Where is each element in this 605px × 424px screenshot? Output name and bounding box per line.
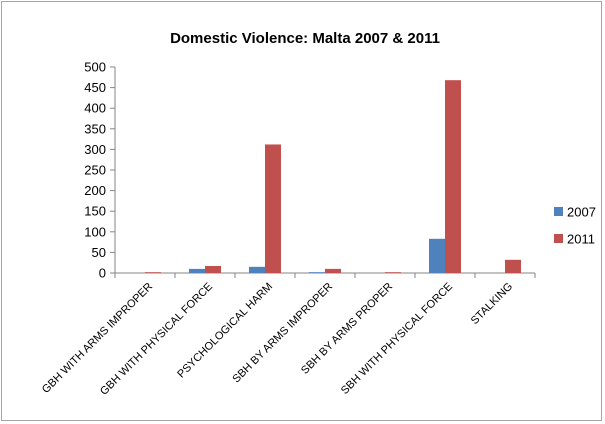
bar-2007-2: [249, 266, 265, 273]
y-tick-label: 0: [99, 266, 106, 281]
y-tick-label: 100: [84, 224, 106, 239]
bar-2011-2: [265, 144, 281, 273]
bar-2007-3: [309, 272, 325, 273]
x-tick-label: PSYCHOLOGICAL HARM: [175, 281, 275, 381]
y-tick-label: 450: [84, 80, 106, 95]
legend-swatch-2011: [554, 234, 563, 243]
x-tick-label: GBH WITH ARMS IMPROPER: [40, 281, 155, 396]
y-tick-label: 250: [84, 163, 106, 178]
y-tick-label: 50: [92, 245, 106, 260]
chart-legend: 2007 2011: [554, 205, 596, 247]
y-tick-label: 200: [84, 183, 106, 198]
bar-2011-3: [325, 268, 341, 273]
y-tick-label: 150: [84, 204, 106, 219]
legend-label-2007: 2007: [567, 205, 596, 220]
bar-2011-1: [205, 265, 221, 273]
x-tick-label: STALKING: [469, 281, 515, 327]
x-tick-label: GBH WITH PHYSICAL FORCE: [98, 281, 215, 398]
chart-title: Domestic Violence: Malta 2007 & 2011: [170, 30, 440, 47]
y-tick-label: 400: [84, 101, 106, 116]
bar-2011-6: [505, 259, 521, 273]
legend-swatch-2007: [554, 207, 563, 216]
bar-2011-0: [145, 272, 161, 273]
chart-axes: 0 50 100 150 200 250 300 350 400 450 500: [84, 60, 536, 281]
bar-2011-4: [385, 272, 401, 273]
bar-2011-5: [445, 80, 461, 274]
x-tick-label: SBH WITH PHYSICAL FORCE: [339, 281, 455, 397]
legend-label-2011: 2011: [567, 232, 595, 247]
x-tick-label: SBH BY ARMS IMPROPER: [230, 281, 335, 386]
chart-bars: [145, 80, 521, 274]
y-tick-label: 300: [84, 142, 106, 157]
y-tick-label: 500: [84, 60, 106, 75]
y-tick-label: 350: [84, 121, 106, 136]
bar-2007-5: [429, 238, 445, 273]
bar-2007-1: [189, 268, 205, 273]
